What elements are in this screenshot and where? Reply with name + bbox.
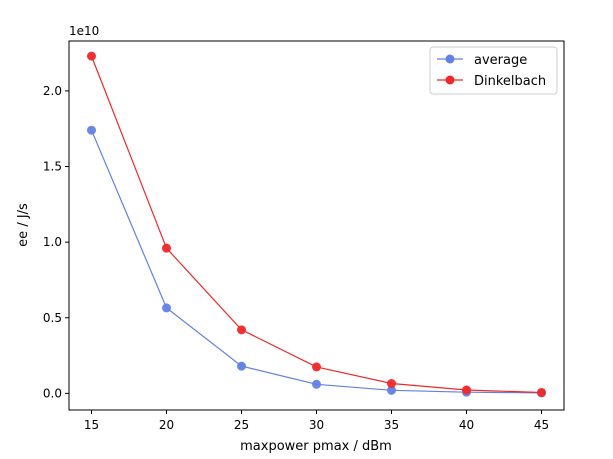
data-point (87, 51, 96, 61)
data-point (237, 361, 246, 371)
x-tick-label: 25 (234, 418, 249, 432)
x-tick-label: 30 (309, 418, 324, 432)
legend-label: average (474, 53, 527, 68)
data-point (387, 379, 396, 389)
y-tick-label: 1.0 (43, 235, 62, 249)
x-axis-label: maxpower pmax / dBm (240, 439, 392, 454)
data-point (162, 303, 171, 313)
series-2 (87, 51, 546, 397)
y-tick-label: 0.0 (43, 386, 62, 400)
y-axis-label: ee / J/s (16, 203, 31, 247)
x-tick-label: 35 (384, 418, 399, 432)
y-tick-label: 0.5 (43, 311, 62, 325)
y-tick-label: 2.0 (43, 84, 62, 98)
data-point (387, 385, 396, 395)
data-point (312, 362, 321, 372)
x-tick-label: 15 (84, 418, 99, 432)
y-tick-label: 1.5 (43, 160, 62, 174)
data-point (237, 325, 246, 335)
series-layer (87, 51, 546, 398)
legend-label: Dinkelbach (474, 74, 546, 89)
y-axis: 0.0 0.5 1.0 1.5 2.0 (43, 84, 69, 400)
data-point (462, 385, 471, 395)
data-point (537, 387, 546, 397)
legend-swatch-marker (445, 75, 455, 85)
data-point (162, 243, 171, 253)
x-tick-label: 40 (459, 418, 474, 432)
x-axis: 15 20 25 30 35 40 45 (84, 410, 549, 432)
legend-swatch-marker (445, 54, 455, 64)
x-tick-label: 20 (159, 418, 174, 432)
legend: average Dinkelbach (429, 46, 558, 95)
data-point (312, 379, 321, 389)
data-point (87, 125, 96, 135)
x-tick-label: 45 (534, 418, 549, 432)
y-offset-text: 1e10 (69, 24, 99, 38)
